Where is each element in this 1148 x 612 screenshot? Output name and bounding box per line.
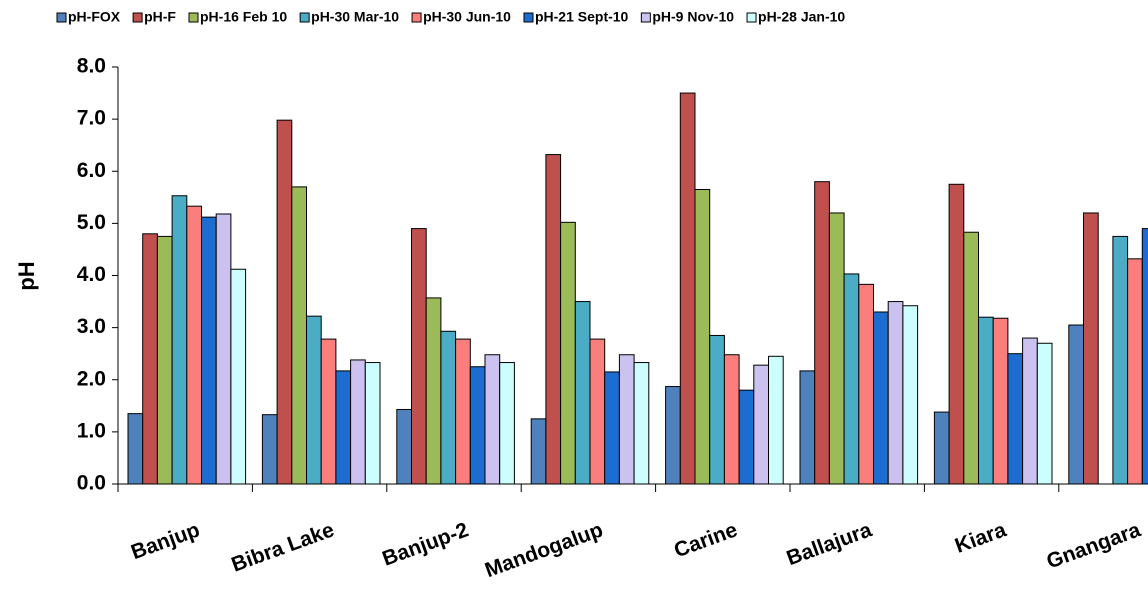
legend-swatch (132, 12, 143, 23)
bar (1068, 324, 1085, 485)
bar (306, 315, 322, 485)
bar (215, 213, 232, 485)
legend-label: pH-30 Mar-10 (311, 9, 399, 25)
bar (261, 414, 278, 485)
x-tick-label: Gnangara (1044, 518, 1144, 573)
bar (604, 371, 620, 485)
bar (230, 268, 247, 485)
bar (843, 273, 860, 485)
bar (828, 212, 845, 485)
y-tick-label: 8.0 (77, 55, 106, 78)
y-tick-label: 1.0 (77, 419, 106, 442)
bar (574, 301, 591, 485)
bar (618, 354, 635, 485)
legend-label: pH-FOX (68, 9, 121, 25)
x-tick-label: Bibra Lake (228, 518, 337, 576)
bar (633, 362, 650, 485)
y-tick-label: 2.0 (77, 367, 106, 390)
x-tick-label: Carine (671, 518, 740, 562)
bar (425, 297, 442, 485)
bar (723, 354, 740, 485)
legend-swatch (411, 12, 422, 23)
bar (1036, 342, 1053, 485)
bar (142, 233, 158, 485)
bar (1141, 228, 1148, 485)
x-tick-label: Mandogalup (482, 518, 606, 582)
bar (291, 186, 307, 485)
y-axis-title: pH (14, 261, 39, 290)
y-tick-label: 4.0 (77, 263, 106, 286)
bar (396, 408, 412, 485)
x-tick-label: Kiara (952, 518, 1010, 558)
bar (694, 188, 711, 485)
bar (1127, 258, 1143, 485)
y-tick-label: 0.0 (77, 472, 106, 495)
legend-label: pH-16 Feb 10 (200, 9, 287, 25)
y-tick-label: 6.0 (77, 159, 106, 182)
bar (1112, 235, 1129, 485)
legend-label: pH-F (144, 9, 176, 25)
bar (1083, 212, 1099, 485)
bar (499, 362, 515, 485)
legend-swatch (299, 12, 310, 23)
bar (560, 221, 576, 485)
bar (127, 413, 144, 485)
legend-swatch (640, 12, 651, 23)
bar (589, 338, 606, 485)
bar (201, 216, 217, 485)
bar (484, 354, 501, 485)
legend-swatch (523, 12, 534, 23)
bar (545, 154, 562, 485)
bar (364, 362, 381, 485)
bar (276, 119, 293, 485)
legend-label: pH-9 Nov-10 (652, 9, 734, 25)
bar (679, 92, 696, 485)
bar (335, 370, 352, 485)
legend-label: pH-30 Jun-10 (423, 9, 511, 25)
bar (350, 359, 366, 485)
bar (320, 338, 337, 485)
bar (171, 195, 188, 485)
bar (709, 334, 725, 485)
bar (873, 311, 889, 485)
legend-swatch (56, 12, 67, 23)
bar (753, 364, 769, 485)
bar (858, 283, 874, 485)
bar (1022, 337, 1038, 485)
bar (530, 418, 547, 485)
legend-label: pH-21 Sept-10 (535, 9, 629, 25)
bar (738, 389, 755, 485)
bar (411, 228, 427, 485)
bar (933, 411, 950, 485)
y-tick-label: 7.0 (77, 107, 106, 130)
x-tick-label: Banjup-2 (379, 518, 471, 570)
bar (440, 330, 457, 485)
bar (902, 305, 919, 485)
y-tick-label: 5.0 (77, 211, 106, 234)
bar (1007, 353, 1024, 485)
bar (186, 205, 203, 485)
legend-swatch (746, 12, 757, 23)
x-tick-label: Banjup (128, 518, 203, 564)
bar (948, 183, 965, 485)
legend-swatch (188, 12, 199, 23)
bar (978, 316, 994, 485)
bar (768, 355, 784, 485)
bar (799, 370, 816, 485)
bar (963, 231, 979, 485)
bar (992, 317, 1009, 485)
x-tick-label: Ballajura (784, 518, 876, 570)
legend-label: pH-28 Jan-10 (758, 9, 845, 25)
bar (156, 235, 173, 485)
bar (665, 386, 681, 485)
bar (455, 338, 471, 485)
bar (469, 366, 486, 485)
bar (814, 181, 830, 485)
bar (887, 301, 904, 485)
y-tick-label: 3.0 (77, 315, 106, 338)
